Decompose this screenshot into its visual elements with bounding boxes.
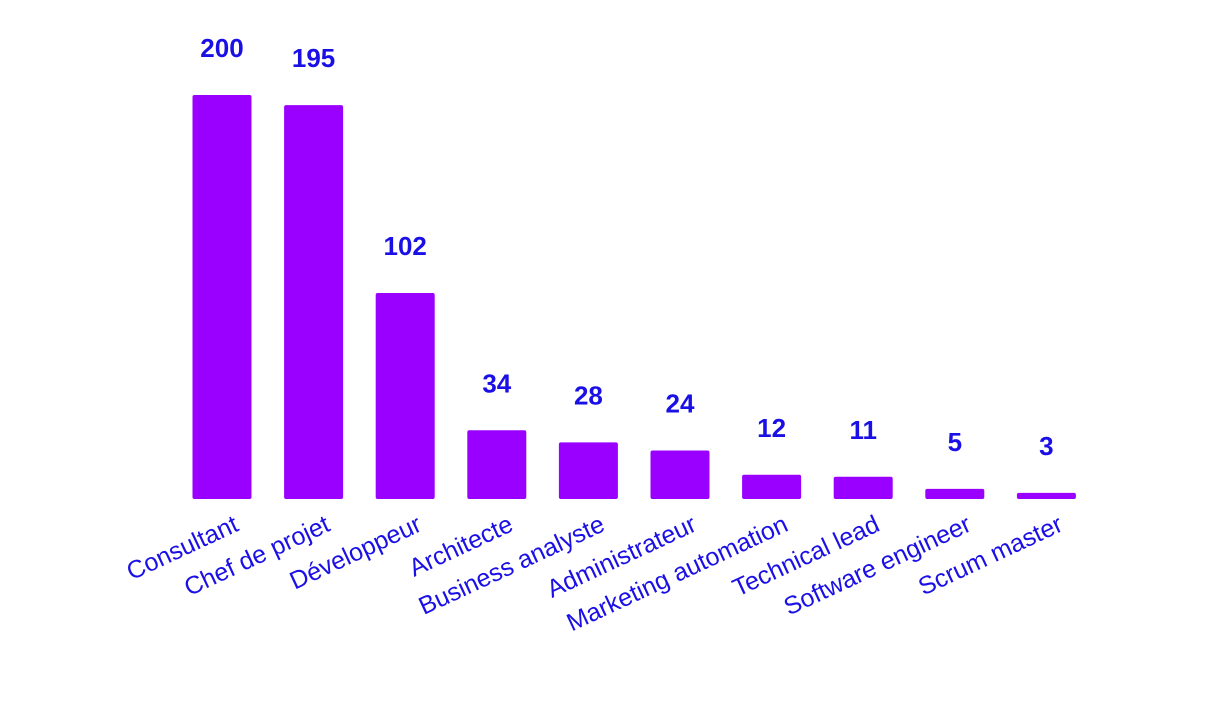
bars-group [192,95,1076,499]
data-label: 195 [292,43,335,73]
bar [375,293,435,499]
bar [742,474,802,499]
data-label: 28 [574,380,603,410]
data-label: 3 [1039,431,1053,461]
data-label: 200 [200,33,243,63]
data-label: 11 [849,415,877,445]
data-label: 24 [666,389,695,419]
data-label: 34 [482,368,511,398]
bar [284,105,344,499]
bar [558,442,618,499]
bar [925,488,985,499]
bar [1016,492,1076,499]
bar [192,95,252,499]
bar [650,450,710,499]
data-label: 102 [384,231,427,261]
bar [833,476,893,499]
value-labels-group: 200 195 102 34 28 24 12 11 5 3 [200,33,1053,461]
data-label: 12 [757,413,786,443]
bar [467,430,527,499]
data-label: 5 [948,427,962,457]
